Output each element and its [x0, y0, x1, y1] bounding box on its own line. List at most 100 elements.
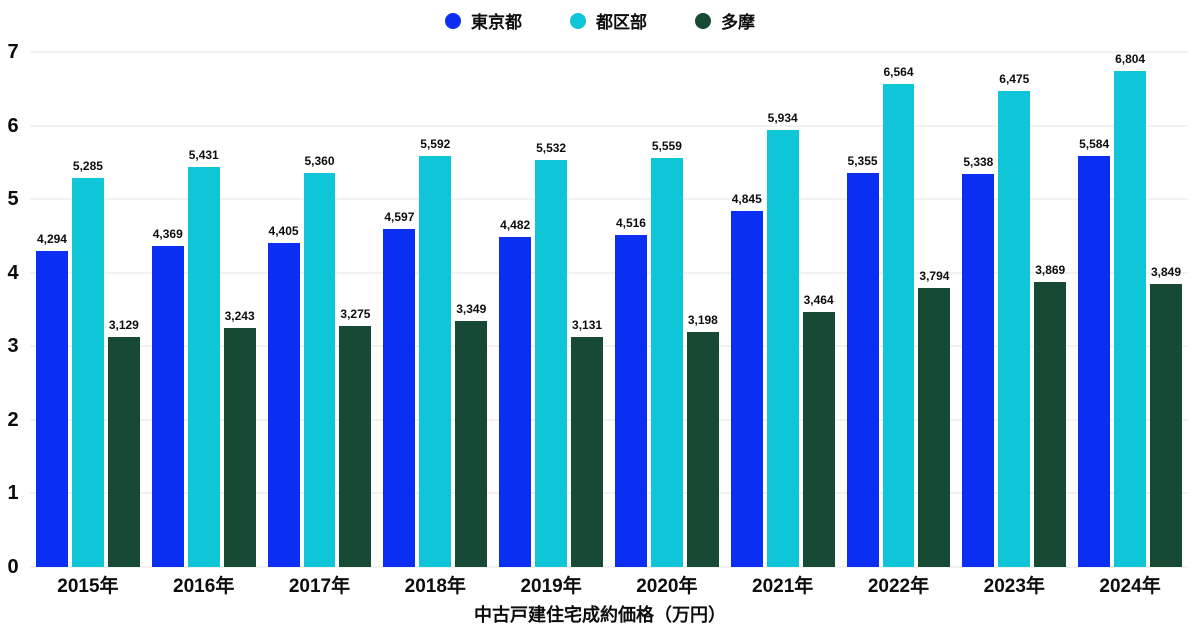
x-axis-label: 2018年 [404, 576, 466, 597]
bar [223, 328, 256, 567]
bar [614, 234, 647, 567]
x-axis-label: 2015年 [57, 576, 119, 597]
legend-label: 多摩 [721, 13, 755, 32]
x-axis-label: 2021年 [752, 576, 814, 597]
bar-value-label: 5,559 [651, 139, 682, 154]
gridline [30, 418, 1188, 421]
bar-column: 4,845 [730, 52, 763, 567]
bar [571, 336, 603, 567]
bar [187, 167, 220, 567]
bar-column: 3,349 [455, 52, 488, 567]
y-axis-tick-label: 0 [7, 556, 19, 578]
y-axis-tick-label: 2 [7, 408, 19, 431]
bar-value-label: 3,349 [456, 301, 487, 316]
bar-value-label: 3,869 [1035, 263, 1066, 278]
bar-group: 4,369 5,431 3,243 [146, 52, 262, 567]
bar-column: 3,129 [107, 52, 140, 567]
legend-label: 東京都 [471, 13, 522, 32]
bar-column: 5,559 [650, 52, 683, 567]
bar [71, 178, 104, 567]
bar-column: 5,338 [962, 52, 995, 567]
bar-column: 5,584 [1078, 52, 1111, 567]
bar-group: 4,597 5,592 3,349 [377, 52, 493, 567]
bar-column: 5,934 [766, 52, 799, 567]
bar-group: 4,405 5,360 3,275 [262, 52, 378, 567]
gridline [30, 271, 1188, 274]
bar-value-label: 3,129 [108, 317, 139, 332]
bar [303, 172, 336, 567]
bar-value-label: 6,564 [883, 65, 914, 80]
bar-column: 6,564 [882, 52, 915, 567]
bar-value-label: 5,338 [963, 155, 994, 170]
bar-value-label: 5,934 [767, 111, 798, 126]
bar-column: 6,804 [1114, 52, 1147, 567]
bar-value-label: 5,355 [847, 154, 878, 169]
x-axis-label: 2016年 [173, 576, 235, 597]
x-axis-label: 2024年 [1099, 576, 1161, 597]
bar [419, 155, 452, 567]
bar-value-label: 5,285 [72, 159, 103, 174]
gridline [30, 124, 1188, 127]
chart-title: 中古戸建住宅成約価格（万円） [474, 605, 726, 625]
bar [1078, 156, 1111, 567]
bar-value-label: 5,532 [536, 141, 567, 156]
legend-item: 多摩 [695, 8, 755, 33]
y-axis-tick-label: 6 [7, 114, 19, 137]
bar-value-label: 4,369 [152, 226, 183, 241]
y-axis-tick-label: 5 [7, 188, 19, 211]
bar-column: 5,355 [846, 52, 879, 567]
legend-marker-icon [570, 12, 586, 29]
bar [918, 287, 951, 567]
bar-value-label: 5,584 [1079, 137, 1110, 152]
x-axis: 2015年 2016年 2017年 2018年 2019年 2020年 2021年 2022年… [30, 571, 1188, 598]
bar [107, 336, 140, 567]
gridline [30, 566, 1188, 568]
y-axis-tick-label: 1 [7, 482, 19, 505]
bar [1034, 282, 1067, 567]
gridline [30, 198, 1188, 201]
bar-value-label: 4,845 [731, 191, 762, 206]
bar-column: 4,369 [151, 52, 184, 567]
bar [846, 173, 879, 567]
bar-value-label: 4,482 [500, 218, 531, 233]
bar-column: 4,294 [36, 52, 68, 567]
bar [766, 130, 799, 567]
bar-value-label: 5,592 [420, 136, 451, 151]
y-axis-tick-label: 4 [7, 261, 19, 284]
legend-item: 東京都 [445, 8, 522, 33]
bar-value-label: 3,849 [1151, 264, 1182, 279]
bar [535, 160, 568, 567]
bar-group: 4,294 5,285 3,129 [30, 52, 146, 567]
legend-marker-icon [445, 12, 461, 29]
bar [1150, 283, 1182, 567]
bar [455, 320, 488, 567]
bar-column: 5,431 [187, 52, 220, 567]
bar [650, 158, 683, 567]
bar-column: 3,794 [918, 52, 951, 567]
bar-value-label: 4,597 [384, 209, 415, 224]
bar-value-label: 3,464 [803, 293, 834, 308]
bar [383, 228, 416, 567]
legend-item: 都区部 [570, 8, 647, 33]
bar-value-label: 5,431 [188, 148, 219, 163]
bar-value-label: 6,475 [999, 71, 1030, 86]
bar-value-label: 3,198 [687, 312, 718, 327]
bar-column: 5,532 [535, 52, 568, 567]
bar-column: 3,243 [223, 52, 256, 567]
gridline [30, 345, 1188, 348]
bar [998, 90, 1031, 567]
bar-column: 5,285 [71, 52, 104, 567]
bar-value-label: 5,360 [304, 153, 335, 168]
bar [882, 84, 915, 567]
x-axis-label: 2019年 [520, 576, 582, 597]
bar-value-label: 4,294 [36, 232, 67, 247]
y-axis-tick-label: 7 [7, 41, 19, 63]
legend-label: 都区部 [596, 13, 647, 32]
bar-value-label: 3,131 [572, 317, 603, 332]
bar-column: 4,405 [267, 52, 300, 567]
bar-column: 5,592 [419, 52, 452, 567]
bar-column: 4,597 [383, 52, 416, 567]
bar [686, 331, 719, 567]
bar [730, 210, 763, 567]
